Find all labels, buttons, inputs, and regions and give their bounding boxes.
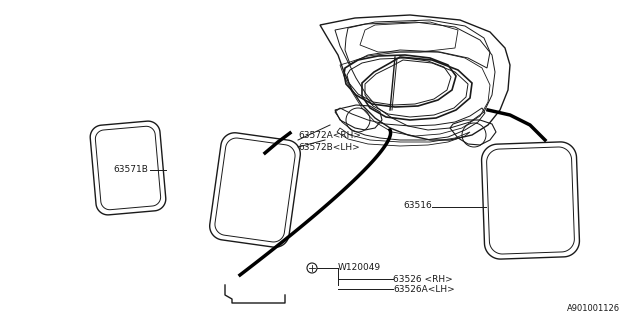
Text: 63572B<LH>: 63572B<LH> xyxy=(298,142,360,151)
Text: 63571B: 63571B xyxy=(113,165,148,174)
Text: W120049: W120049 xyxy=(338,263,381,273)
Text: 63526 <RH>: 63526 <RH> xyxy=(393,275,452,284)
Text: 63572A<RH>: 63572A<RH> xyxy=(298,132,361,140)
Text: A901001126: A901001126 xyxy=(567,304,620,313)
Text: 63526A<LH>: 63526A<LH> xyxy=(393,284,455,293)
Text: 63516: 63516 xyxy=(403,201,432,210)
